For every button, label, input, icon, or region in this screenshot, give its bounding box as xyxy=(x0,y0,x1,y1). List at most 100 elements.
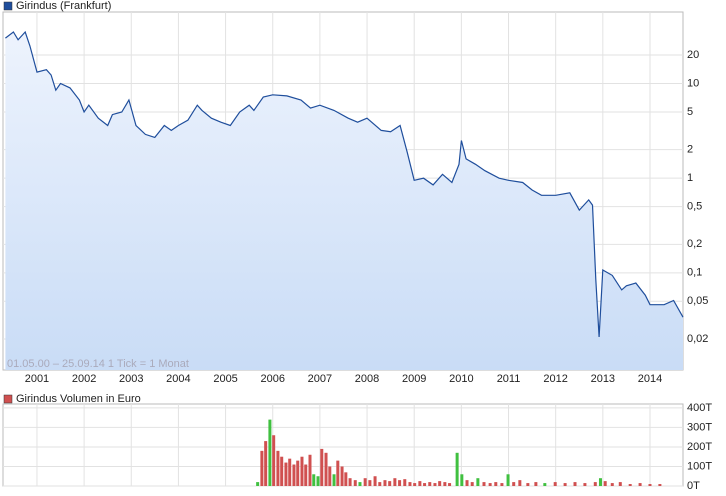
volume-bar xyxy=(368,480,372,486)
volume-bar xyxy=(408,482,412,486)
volume-bar xyxy=(470,482,474,486)
x-tick-label: 2010 xyxy=(449,373,473,385)
volume-bar xyxy=(553,482,557,486)
volume-bar xyxy=(573,482,577,486)
volume-bar xyxy=(363,478,367,486)
volume-bar xyxy=(443,482,447,486)
volume-bar xyxy=(598,478,602,486)
volume-bar xyxy=(276,450,280,486)
volume-bar xyxy=(260,450,264,486)
volume-bar xyxy=(526,483,530,486)
volume-bar xyxy=(460,474,464,486)
y-tick-label: 100T xyxy=(687,460,712,472)
volume-bar xyxy=(264,441,268,486)
volume-bar xyxy=(268,419,272,486)
y-tick-label: 400T xyxy=(687,402,712,414)
y-tick-label: 20 xyxy=(687,49,699,61)
x-tick-label: 2006 xyxy=(260,373,284,385)
volume-bar xyxy=(448,483,452,486)
x-tick-label: 2005 xyxy=(213,373,237,385)
y-tick-label: 10 xyxy=(687,77,699,89)
volume-bar xyxy=(288,458,292,486)
volume-bar xyxy=(324,452,328,486)
volume-bar xyxy=(388,481,392,486)
volume-bar xyxy=(344,472,348,486)
x-tick-label: 2014 xyxy=(638,373,662,385)
volume-bar xyxy=(465,480,469,486)
legend-label: Girindus Volumen in Euro xyxy=(16,393,141,405)
volume-bar xyxy=(494,482,498,486)
volume-bar xyxy=(383,480,387,486)
x-tick-label: 2011 xyxy=(497,373,521,385)
volume-bar xyxy=(500,483,504,486)
volume-bar xyxy=(378,482,382,486)
volume-bar xyxy=(534,482,538,486)
volume-bar xyxy=(618,482,622,486)
volume-bar xyxy=(648,484,652,486)
volume-bar xyxy=(403,479,407,486)
volume-bar xyxy=(340,466,344,486)
volume-bar xyxy=(610,483,614,486)
volume-bar xyxy=(292,464,296,486)
y-tick-label: 0,05 xyxy=(687,295,708,307)
volume-bar xyxy=(398,480,402,486)
annotation: 01.05.00 – 25.09.14 1 Tick = 1 Monat xyxy=(7,358,189,370)
y-tick-label: 0,5 xyxy=(687,201,702,213)
legend-swatch xyxy=(3,1,13,11)
volume-bar xyxy=(328,466,332,486)
volume-bar xyxy=(476,478,480,486)
legend-label: Girindus (Frankfurt) xyxy=(16,0,111,12)
volume-bar xyxy=(312,474,316,486)
x-tick-label: 2004 xyxy=(166,373,190,385)
y-tick-label: 0,02 xyxy=(687,333,708,345)
volume-bar xyxy=(308,454,312,486)
area-fill xyxy=(5,32,683,370)
volume-bar xyxy=(304,464,308,486)
volume-bar xyxy=(332,474,336,486)
volume-bar xyxy=(256,482,260,486)
volume-bar xyxy=(506,474,510,486)
x-tick-label: 2007 xyxy=(308,373,332,385)
volume-bar xyxy=(280,456,284,486)
x-tick-label: 2002 xyxy=(72,373,96,385)
volume-bar xyxy=(488,483,492,486)
volume-bar xyxy=(563,483,567,486)
legend-swatch xyxy=(3,394,13,404)
y-tick-label: 0T xyxy=(687,480,700,492)
volume-bar xyxy=(593,482,597,486)
x-tick-label: 2003 xyxy=(119,373,143,385)
x-tick-label: 2009 xyxy=(402,373,426,385)
volume-bar xyxy=(320,448,324,486)
volume-bar xyxy=(455,452,459,486)
volume-bar xyxy=(296,460,300,486)
volume-bar xyxy=(413,483,417,486)
volume-bar xyxy=(638,483,642,486)
price-line xyxy=(5,30,684,338)
volume-bar xyxy=(316,476,320,486)
volume-bar xyxy=(336,460,340,486)
volume-bar xyxy=(628,484,632,486)
volume-bar xyxy=(428,482,432,486)
x-tick-label: 2001 xyxy=(25,373,49,385)
volume-bar xyxy=(603,481,607,486)
volume-bar xyxy=(583,483,587,486)
volume-bar xyxy=(348,478,352,486)
y-tick-label: 300T xyxy=(687,421,712,433)
volume-bar xyxy=(284,462,288,486)
y-tick-label: 2 xyxy=(687,144,693,156)
x-tick-label: 2012 xyxy=(543,373,567,385)
volume-bar xyxy=(438,481,442,486)
volume-bar xyxy=(543,483,547,486)
volume-bar xyxy=(358,482,362,486)
volume-bar xyxy=(482,482,486,486)
y-tick-label: 5 xyxy=(687,106,693,118)
x-tick-label: 2008 xyxy=(355,373,379,385)
volume-bar xyxy=(300,456,304,486)
volume-bar xyxy=(423,483,427,486)
volume-bar xyxy=(518,480,522,486)
volume-bar xyxy=(658,484,662,486)
y-tick-label: 0,1 xyxy=(687,267,702,279)
y-tick-label: 1 xyxy=(687,172,693,184)
volume-bar xyxy=(353,480,357,486)
